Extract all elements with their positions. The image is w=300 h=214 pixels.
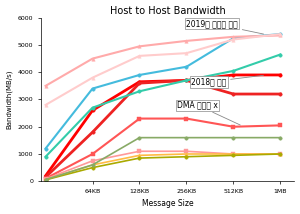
- X-axis label: Message Size: Message Size: [142, 199, 194, 208]
- Text: 2018년 성능: 2018년 성능: [191, 75, 263, 86]
- Y-axis label: Bandwidth(MB/s): Bandwidth(MB/s): [6, 70, 12, 129]
- Title: Host to Host Bandwidth: Host to Host Bandwidth: [110, 6, 226, 16]
- Text: DMA 최적화 x: DMA 최적화 x: [177, 101, 240, 125]
- Text: 2019년 최적화 성능: 2019년 최적화 성능: [186, 19, 264, 34]
